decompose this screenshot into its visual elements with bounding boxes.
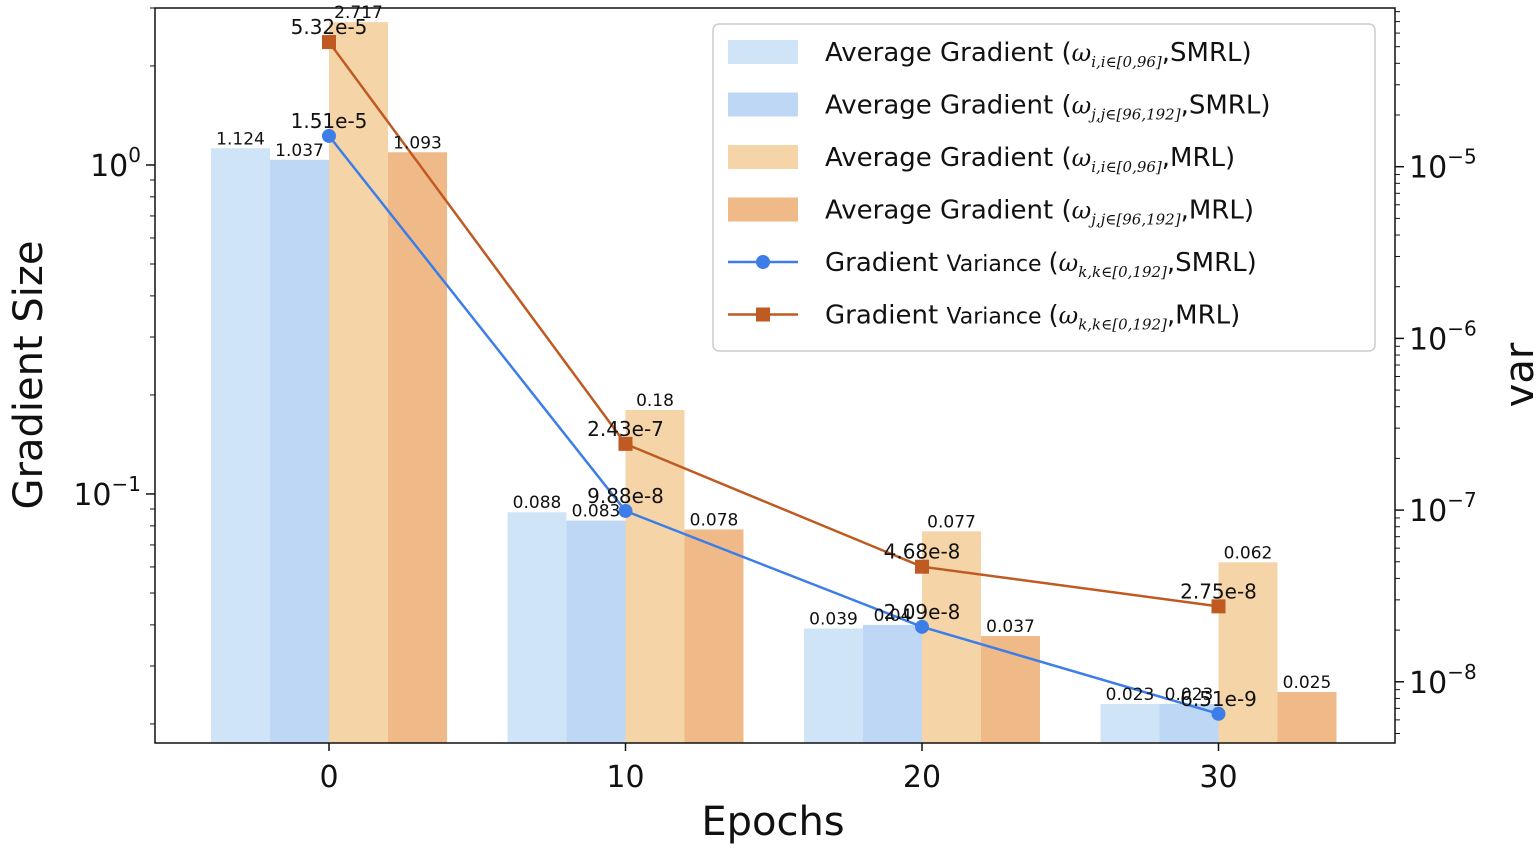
legend-label: Average Gradient (ωj,j∈[96,192],SMRL) <box>825 91 1270 124</box>
y2-tick-label: 10−5 <box>1409 145 1477 186</box>
line-point <box>618 503 633 518</box>
bar-label: 0.037 <box>986 617 1035 637</box>
legend: Average Gradient (ωi,i∈[0,96],SMRL) Avera… <box>712 23 1376 352</box>
bar-s3-20 <box>922 531 981 743</box>
bar-label: 1.093 <box>393 133 442 153</box>
bar-label: 0.18 <box>636 391 674 411</box>
line-point <box>618 436 633 451</box>
x-tick-label: 20 <box>903 760 941 795</box>
line-point <box>322 128 336 143</box>
y2-tick-label: 10−7 <box>1409 488 1477 529</box>
bar-s1-10 <box>507 512 567 743</box>
line-point <box>915 559 929 574</box>
legend-marker <box>756 255 770 269</box>
bar-label: 0.077 <box>927 512 976 532</box>
point-label: 4.68e-8 <box>884 540 961 564</box>
legend-label: Average Gradient (ωi,i∈[0,96],MRL) <box>825 143 1235 176</box>
bar-label: 0.039 <box>809 610 858 630</box>
bar-label: 1.124 <box>216 129 265 149</box>
line-series-1 <box>328 135 1219 715</box>
point-label: 6.51e-9 <box>1180 687 1257 711</box>
legend-swatch <box>728 40 798 64</box>
x-tick-label: 30 <box>1199 760 1237 795</box>
y-tick-label: 100 <box>90 143 141 184</box>
labels-layer: 1.124 0.088 0.039 0.023 1.037 0.083 0.04 0.023 2… <box>216 3 1331 711</box>
y2-tick-label: 10−6 <box>1409 316 1477 357</box>
point-label: 1.51e-5 <box>291 109 368 133</box>
y2-tick-label: 10−8 <box>1409 660 1477 701</box>
legend-label: Average Gradient (ωj,j∈[96,192],MRL) <box>825 196 1254 229</box>
axes-layer: 0 10 20 30 100 10−1 10−5 10−6 10−7 10−8 <box>73 7 1477 795</box>
bar-label: 0.078 <box>690 510 739 530</box>
x-tick-label: 0 <box>319 760 338 795</box>
bar-s4-30 <box>1277 692 1337 743</box>
legend-swatch <box>728 92 798 117</box>
bar-s2-10 <box>566 520 626 743</box>
bar-label: 0.025 <box>1283 673 1332 693</box>
lines-layer <box>322 35 1226 721</box>
line-series-2 <box>327 41 1219 608</box>
bar-s4-10 <box>684 529 744 743</box>
point-label: 2.75e-8 <box>1180 579 1257 603</box>
bar-s1-20 <box>804 628 863 743</box>
x-tick-label: 10 <box>606 760 644 795</box>
y2-axis-title: var <box>1497 342 1539 407</box>
bar-label: 1.037 <box>275 141 324 161</box>
legend-swatch <box>728 145 798 169</box>
point-label: 2.43e-7 <box>587 417 664 441</box>
bar-s1-30 <box>1100 703 1160 743</box>
point-label: 5.32e-5 <box>291 15 368 39</box>
y-axis-title: Gradient Size <box>6 241 52 510</box>
bar-label: 0.062 <box>1224 543 1273 563</box>
line-point <box>915 619 929 634</box>
bars-layer <box>211 22 1337 744</box>
legend-label: Gradient Variance (ωk,k∈[0,192],MRL) <box>825 301 1240 334</box>
bar-s2-20 <box>863 624 922 743</box>
legend-label: Average Gradient (ωi,i∈[0,96],SMRL) <box>825 38 1252 71</box>
legend-marker <box>756 307 770 322</box>
y-tick-label: 10−1 <box>73 472 141 513</box>
legend-label: Gradient Variance (ωk,k∈[0,192],SMRL) <box>825 248 1257 281</box>
bar-s3-0 <box>329 22 388 743</box>
bar-s3-30 <box>1218 562 1278 743</box>
bar-s2-0 <box>270 159 329 743</box>
point-label: 9.88e-8 <box>587 484 664 508</box>
bar-label: 0.083 <box>572 502 621 522</box>
bar-label: 0.088 <box>513 493 562 513</box>
bar-s3-10 <box>625 409 685 743</box>
plot-frame <box>154 7 1396 744</box>
point-label: 2.09e-8 <box>884 600 961 624</box>
bar-label: 0.04 <box>874 606 912 626</box>
legend-box <box>712 23 1376 352</box>
legend-swatch <box>728 197 798 222</box>
line-point <box>322 35 336 50</box>
x-axis-title: Epochs <box>701 799 844 845</box>
bar-s4-0 <box>388 152 447 744</box>
line-point <box>1211 706 1226 721</box>
bar-label: 0.023 <box>1106 685 1155 705</box>
bar-s1-0 <box>211 148 270 744</box>
bar-label: 0.023 <box>1165 685 1214 705</box>
line-point <box>1211 599 1226 614</box>
